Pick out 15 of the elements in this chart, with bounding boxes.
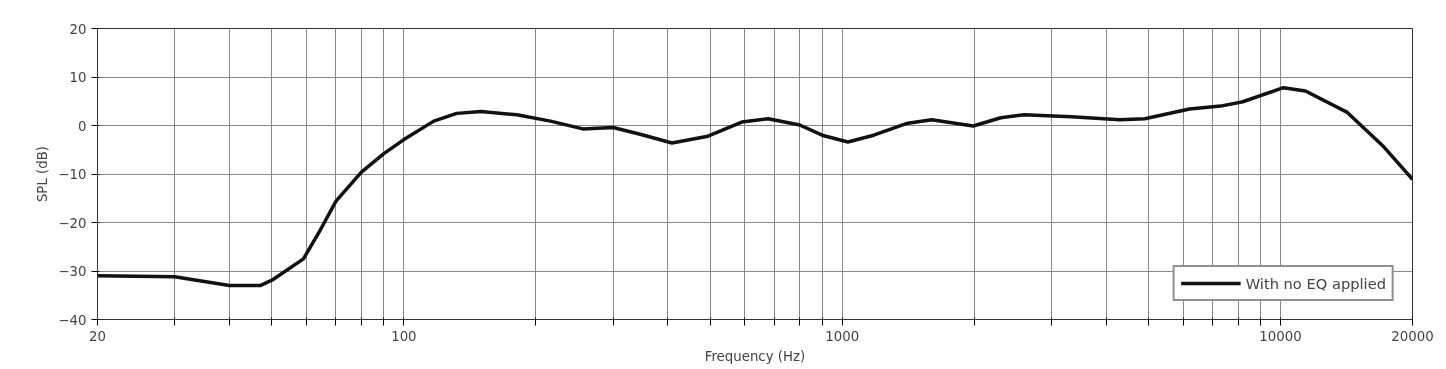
y-axis-title: SPL (dB) (35, 145, 51, 203)
x-tick-label: 1000 (825, 328, 860, 344)
x-tick-label: 10000 (1259, 328, 1302, 344)
y-tick-label: 20 (69, 21, 87, 37)
y-tick-label: −10 (58, 167, 87, 182)
y-tick-label: −40 (58, 312, 87, 328)
x-tick-label: 100 (391, 328, 417, 344)
y-tick-label: −30 (58, 264, 87, 279)
x-axis-title: Frequency (Hz) (704, 348, 806, 364)
y-tick-label: −20 (58, 215, 87, 231)
legend-label: With no EQ applied (1245, 274, 1386, 292)
x-tick-label: 20 (89, 328, 106, 344)
y-tick-label: 0 (78, 118, 87, 134)
y-tick-label: 10 (69, 70, 87, 85)
x-tick-label: 20000 (1391, 328, 1434, 344)
